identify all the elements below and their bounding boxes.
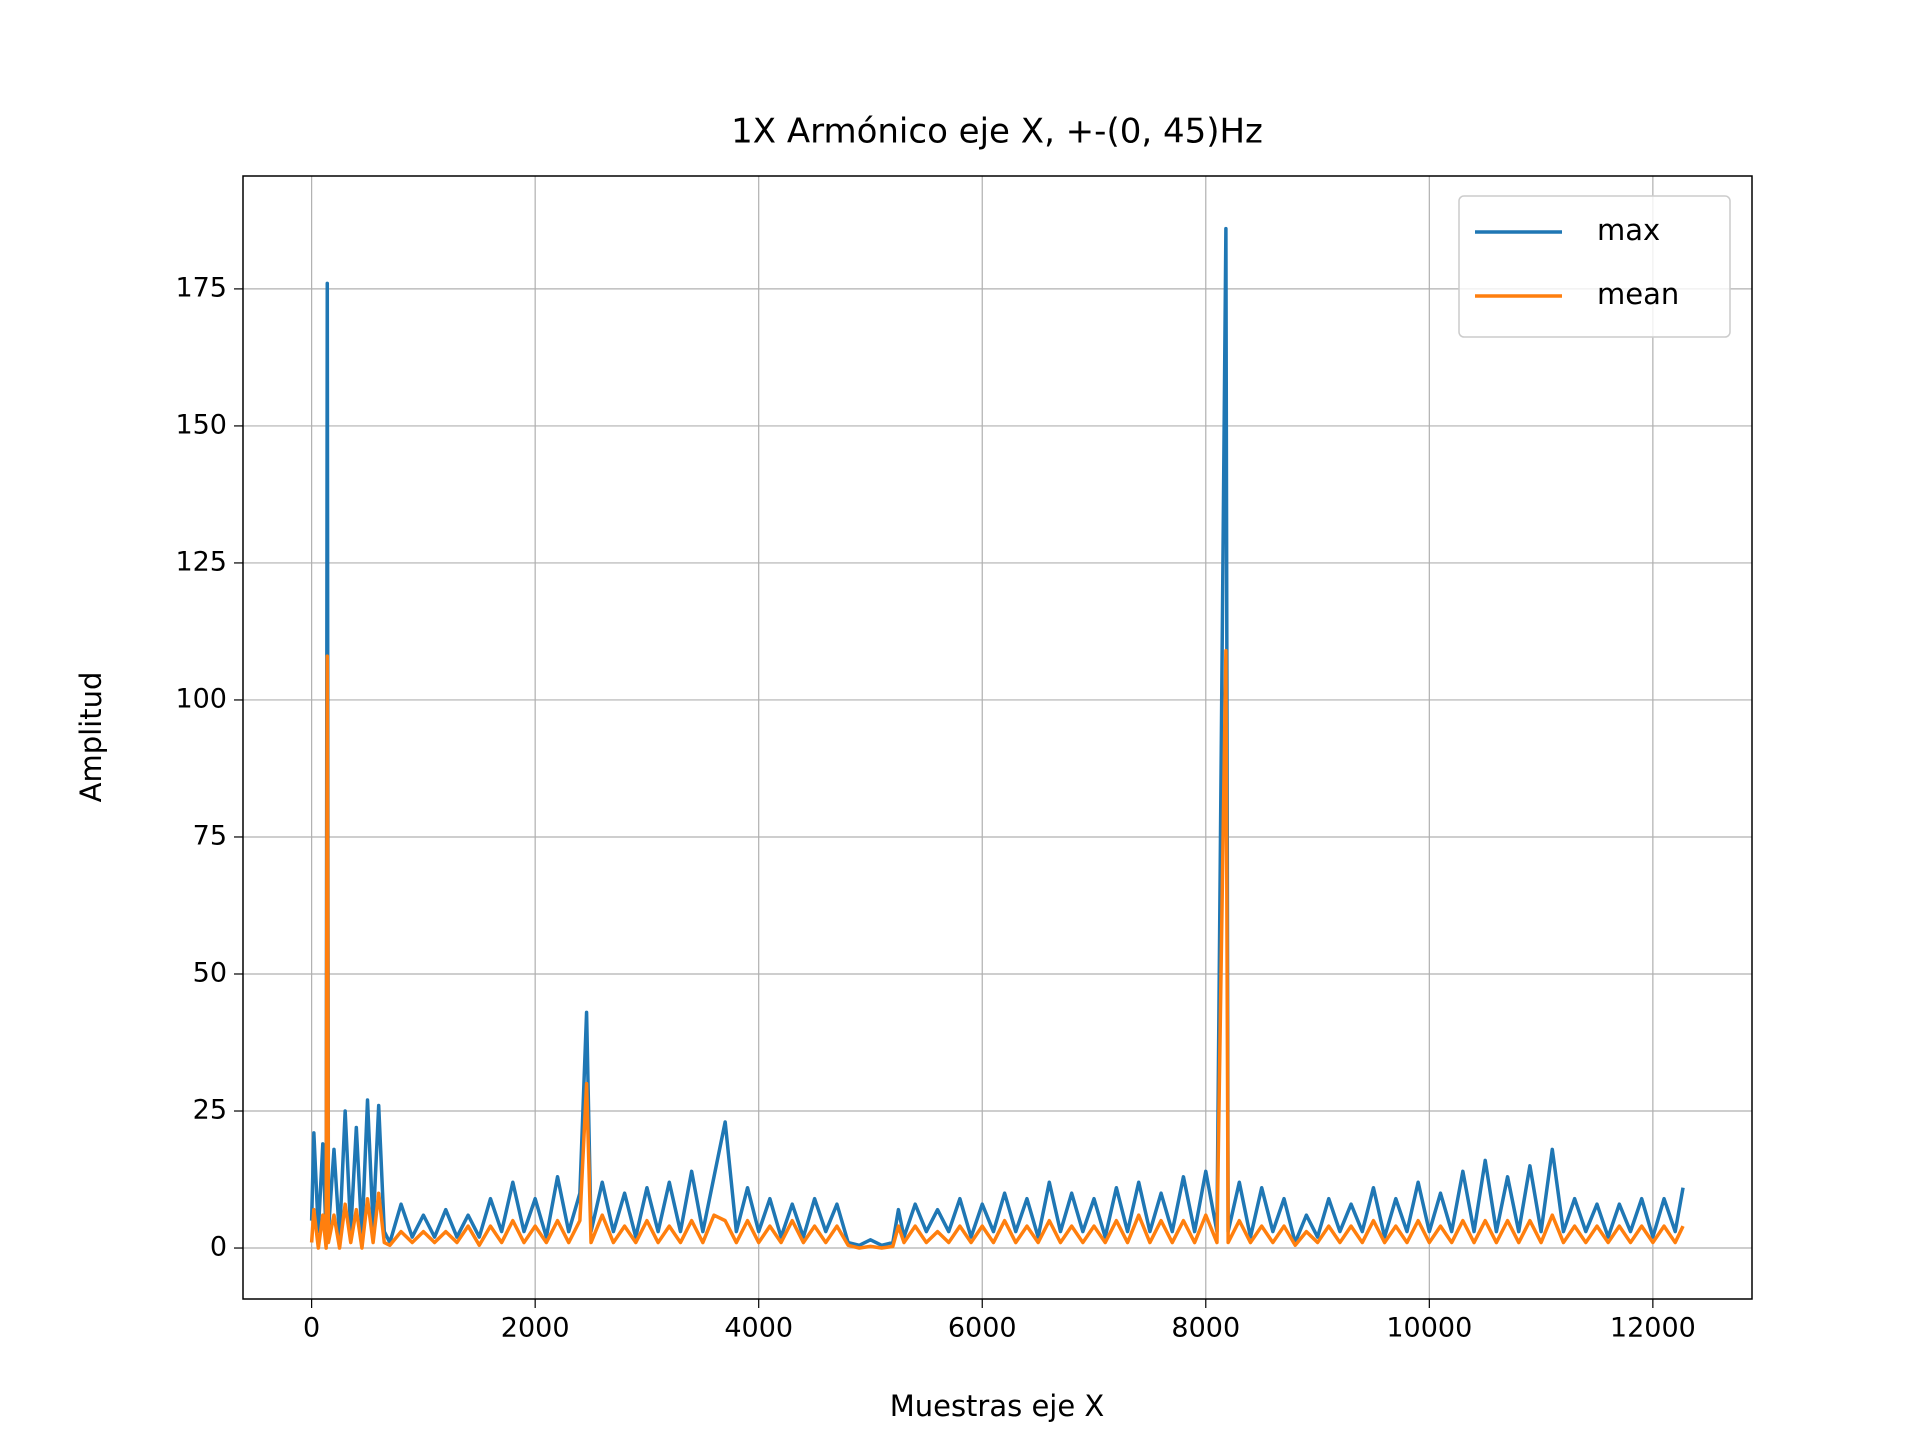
x-tick-label: 4000 bbox=[724, 1313, 793, 1344]
x-axis-label: Muestras eje X bbox=[890, 1389, 1105, 1423]
y-tick-label: 175 bbox=[175, 272, 227, 303]
x-tick-label: 10000 bbox=[1386, 1313, 1472, 1344]
y-tick-label: 0 bbox=[210, 1232, 227, 1263]
y-tick-label: 125 bbox=[175, 546, 227, 577]
y-tick-label: 50 bbox=[193, 957, 227, 988]
x-tick-label: 2000 bbox=[501, 1313, 570, 1344]
y-tick-label: 75 bbox=[193, 820, 227, 851]
x-tick-label: 12000 bbox=[1610, 1313, 1696, 1344]
y-tick-label: 150 bbox=[175, 409, 227, 440]
axes-frame bbox=[242, 175, 1753, 1300]
y-tick-label: 100 bbox=[175, 683, 227, 714]
x-tick-label: 8000 bbox=[1171, 1313, 1240, 1344]
y-axis-label: Amplitud bbox=[74, 672, 108, 803]
chart-title: 1X Armónico eje X, +-(0, 45)Hz bbox=[731, 112, 1263, 152]
y-tick-label: 25 bbox=[193, 1095, 227, 1126]
legend-box bbox=[1458, 195, 1731, 338]
legend-label: mean bbox=[1597, 277, 1679, 311]
x-tick-label: 0 bbox=[303, 1313, 320, 1344]
line-series bbox=[309, 226, 1685, 1248]
x-tick-label: 6000 bbox=[948, 1313, 1017, 1344]
line-series bbox=[309, 648, 1685, 1250]
legend-label: max bbox=[1597, 213, 1660, 247]
